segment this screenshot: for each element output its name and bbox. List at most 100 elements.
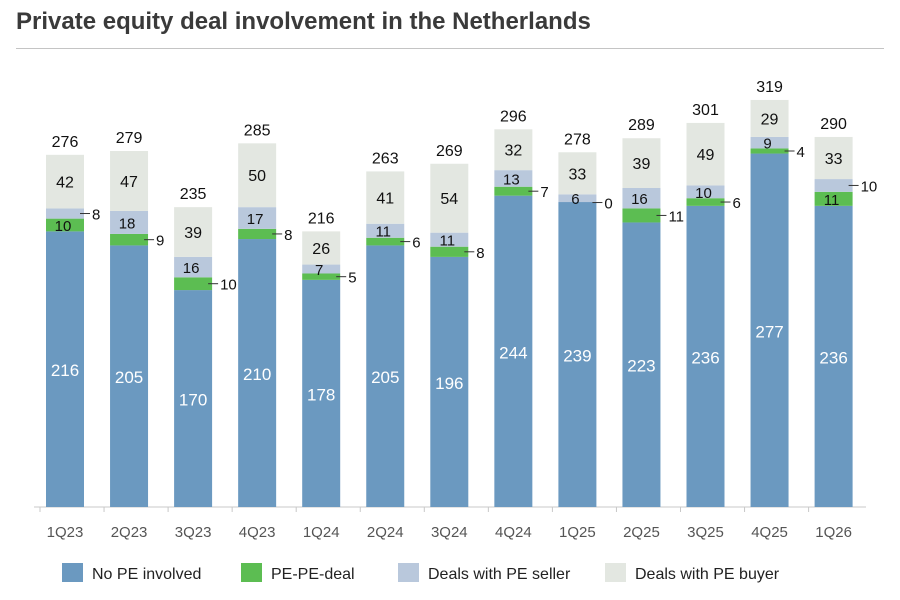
bars-group: 2164227610820547279189170392351610210502… [46,79,878,508]
data-label-pe-buyer: 50 [248,168,266,185]
data-label-no-pe: 205 [115,368,143,387]
chart-title: Private equity deal involvement in the N… [16,8,591,35]
data-label-pe-pe: 6 [733,195,741,212]
data-label-pe-buyer: 32 [504,143,522,160]
data-label-total: 216 [308,210,335,227]
x-tick-label: 1Q25 [559,524,596,541]
segment-no-pe [686,205,725,507]
x-tick-label: 1Q23 [47,524,84,541]
segment-pe-seller [814,179,853,192]
data-label-no-pe: 196 [435,374,463,393]
legend-swatch [398,563,419,582]
data-label-pe-seller: 7 [315,262,323,279]
data-label-pe-buyer: 41 [376,191,394,208]
x-tick-label: 4Q25 [751,524,788,541]
data-label-total: 290 [820,116,847,133]
segment-pe-pe [302,273,341,280]
data-label-total: 276 [52,134,79,151]
segment-pe-seller [238,207,277,229]
data-label-total: 296 [500,108,527,125]
data-label-pe-buyer: 54 [440,191,458,208]
segment-pe-pe [494,186,533,196]
title-divider [16,48,884,49]
segment-pe-pe [46,218,84,232]
data-label-pe-buyer: 39 [633,156,651,173]
x-tick-label: 3Q25 [687,524,724,541]
segment-no-pe [46,231,84,507]
legend: No PE involved PE-PE-deal Deals with PE se… [62,563,780,583]
segment-pe-seller [622,188,661,209]
data-label-pe-pe: 4 [797,144,805,161]
segment-pe-buyer [814,136,853,180]
data-label-total: 301 [692,102,719,119]
data-label-no-pe: 277 [755,322,783,341]
x-tick-label: 2Q24 [367,524,404,541]
data-label-pe-pe: 9 [156,233,164,250]
legend-item-pe-buyer: Deals with PE buyer [605,563,780,583]
segment-no-pe [750,153,789,507]
legend-label: No PE involved [92,566,201,583]
data-label-no-pe: 236 [691,348,719,367]
segment-pe-buyer [366,171,405,224]
segment-no-pe [302,279,341,507]
segment-pe-pe [110,233,149,246]
x-tick-label: 3Q23 [175,524,212,541]
segment-pe-buyer [302,231,341,265]
data-label-no-pe: 210 [243,365,271,384]
data-label-total: 319 [756,79,783,96]
segment-pe-buyer [494,129,533,171]
data-label-pe-seller: 10 [861,178,878,195]
segment-pe-buyer [686,122,725,186]
data-label-pe-seller: 9 [763,136,771,153]
data-label-no-pe: 178 [307,385,335,404]
data-label-no-pe: 223 [627,357,655,376]
data-label-pe-seller: 10 [695,185,712,202]
segment-pe-seller [302,264,341,274]
data-label-pe-pe: 0 [604,196,612,213]
data-label-pe-buyer: 29 [761,111,779,128]
segment-pe-seller [366,223,405,238]
data-label-pe-seller: 16 [183,260,200,277]
data-label-pe-seller: 17 [247,211,264,228]
data-label-pe-buyer: 42 [56,175,74,192]
segment-no-pe [110,245,149,508]
data-label-no-pe: 205 [371,368,399,387]
segment-pe-pe [238,228,277,240]
segment-pe-buyer [558,152,597,195]
data-label-pe-pe: 11 [668,208,684,225]
segment-no-pe [430,256,469,507]
data-label-pe-buyer: 49 [697,147,715,164]
legend-item-pe-seller: Deals with PE seller [398,563,571,583]
data-label-no-pe: 216 [51,361,79,380]
legend-label: Deals with PE buyer [635,566,780,583]
x-axis-labels: 1Q23 2Q23 3Q23 4Q23 1Q24 2Q24 3Q24 4Q24 1Q25 2Q25… [39,507,852,541]
data-label-pe-pe: 7 [540,184,548,201]
data-label-pe-buyer: 47 [120,174,138,191]
data-label-total: 263 [372,150,399,167]
segment-pe-buyer [46,154,84,209]
legend-swatch [62,563,83,582]
segment-pe-pe [174,277,213,291]
data-label-pe-seller: 18 [119,215,136,232]
data-label-no-pe: 244 [499,343,527,362]
data-label-pe-buyer: 26 [312,241,330,258]
data-label-pe-seller: 8 [92,207,100,224]
x-tick-label: 3Q24 [431,524,468,541]
data-label-pe-seller: 6 [571,191,579,208]
data-label-pe-pe: 8 [476,245,484,262]
segment-pe-seller [494,170,533,187]
legend-swatch [605,563,626,582]
x-tick-label: 4Q24 [495,524,532,541]
segment-pe-seller [686,185,725,199]
data-label-pe-pe: 10 [55,218,72,235]
segment-pe-buyer [174,207,213,257]
data-label-pe-buyer: 39 [184,225,202,242]
legend-item-no-pe: No PE involved [62,563,201,583]
data-label-no-pe: 239 [563,347,591,366]
segment-no-pe [366,245,405,508]
x-tick-label: 4Q23 [239,524,276,541]
segment-no-pe [622,222,661,507]
legend-item-pe-pe: PE-PE-deal [241,563,355,583]
x-tick-label: 1Q24 [303,524,340,541]
